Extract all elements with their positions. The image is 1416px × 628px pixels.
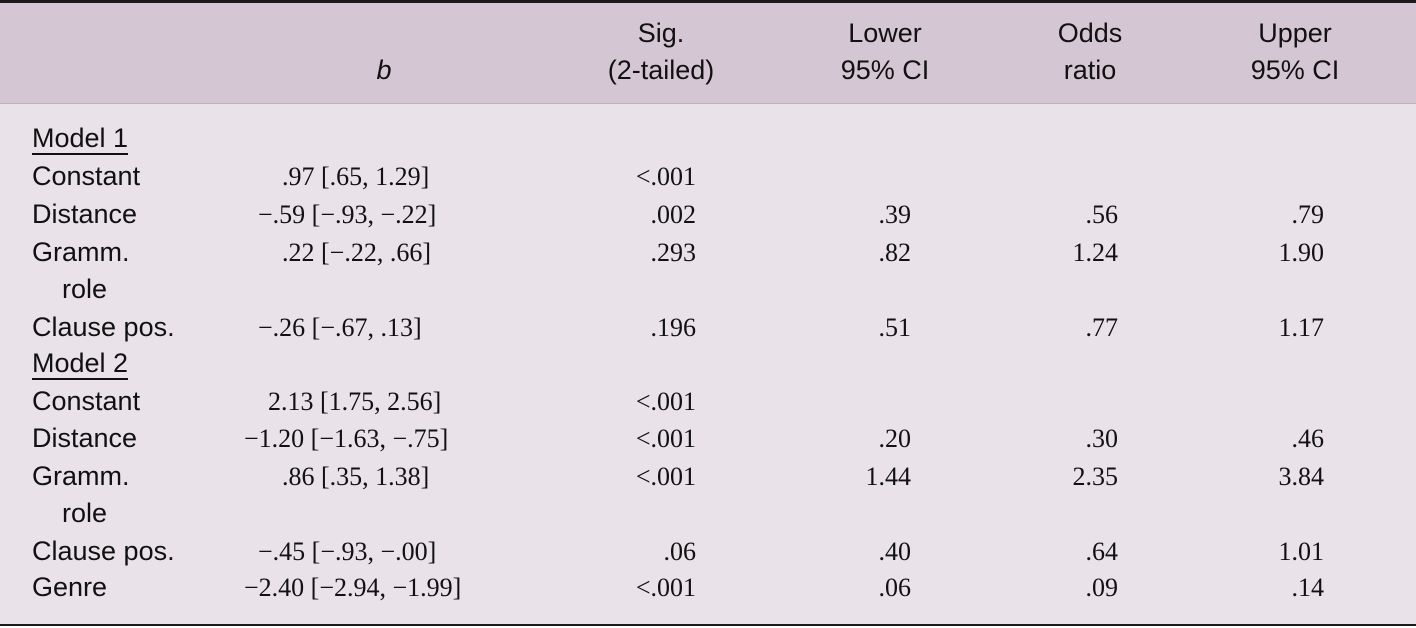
cell-lower-ci: .82: [878, 238, 912, 267]
row-label: Gramm.: [32, 461, 130, 491]
cell-upper-ci: .46: [1291, 424, 1325, 453]
bottom-margin: [0, 626, 1416, 628]
row-label: Clause pos.: [32, 536, 175, 566]
cell-upper-ci: 1.90: [1278, 238, 1325, 267]
header-lower-ci: Lower 95% CI: [840, 18, 930, 85]
cell-sig: <.001: [635, 162, 696, 191]
row-label-continued: role: [62, 274, 108, 304]
cell-upper-ci: .79: [1291, 200, 1325, 229]
bottom-rule: [0, 624, 1416, 626]
model-2-label: Model 2: [32, 348, 129, 380]
cell-odds-ratio: .77: [1085, 313, 1119, 342]
cell-lower-ci: 1.44: [865, 462, 912, 491]
cell-b: −.26 [−.67, .13]: [258, 313, 422, 342]
cell-odds-ratio: .64: [1085, 537, 1119, 566]
cell-lower-ci: .06: [878, 573, 912, 602]
cell-b: 2.13 [1.75, 2.56]: [268, 387, 442, 416]
cell-upper-ci: 3.84: [1278, 462, 1325, 491]
cell-b: −1.20 [−1.63, −.75]: [244, 424, 449, 453]
model-1-label: Model 1: [32, 123, 129, 155]
cell-sig: <.001: [635, 387, 696, 416]
row-label: Clause pos.: [32, 312, 175, 342]
cell-lower-ci: .20: [878, 424, 912, 453]
row-label: Genre: [32, 572, 108, 602]
header-b: b: [376, 55, 392, 85]
cell-b: .86 [.35, 1.38]: [282, 462, 430, 491]
cell-upper-ci: .14: [1291, 573, 1325, 602]
cell-sig: <.001: [635, 462, 696, 491]
cell-sig: <.001: [635, 424, 696, 453]
cell-odds-ratio: .09: [1085, 573, 1119, 602]
cell-b: −.45 [−.93, −.00]: [258, 537, 437, 566]
table-header: [0, 3, 1416, 103]
cell-lower-ci: .51: [878, 313, 912, 342]
cell-sig: .002: [650, 200, 697, 229]
cell-odds-ratio: .30: [1085, 424, 1119, 453]
cell-b: −2.40 [−2.94, −1.99]: [244, 573, 462, 602]
cell-b: .97 [.65, 1.29]: [282, 162, 430, 191]
row-label: Constant: [32, 386, 141, 416]
header-rule: [0, 103, 1416, 104]
cell-lower-ci: .39: [878, 200, 912, 229]
cell-sig: .06: [663, 537, 697, 566]
row-label-continued: role: [62, 498, 108, 528]
header-sig: Sig. (2-tailed): [607, 18, 715, 85]
header-upper-ci: Upper 95% CI: [1250, 18, 1340, 85]
cell-b: −.59 [−.93, −.22]: [258, 200, 437, 229]
row-label: Gramm.: [32, 237, 130, 267]
cell-odds-ratio: .56: [1085, 200, 1119, 229]
cell-lower-ci: .40: [878, 537, 912, 566]
cell-upper-ci: 1.01: [1278, 537, 1325, 566]
row-label: Distance: [32, 423, 138, 453]
header-odds-ratio: Odds ratio: [1057, 18, 1123, 85]
cell-sig: .196: [650, 313, 697, 342]
cell-sig: .293: [650, 238, 697, 267]
cell-odds-ratio: 2.35: [1072, 462, 1119, 491]
cell-sig: <.001: [635, 573, 696, 602]
cell-b: .22 [−.22, .66]: [282, 238, 431, 267]
row-label: Distance: [32, 199, 138, 229]
cell-upper-ci: 1.17: [1278, 313, 1325, 342]
row-label: Constant: [32, 161, 141, 191]
cell-odds-ratio: 1.24: [1072, 238, 1119, 267]
top-rule: [0, 0, 1416, 3]
